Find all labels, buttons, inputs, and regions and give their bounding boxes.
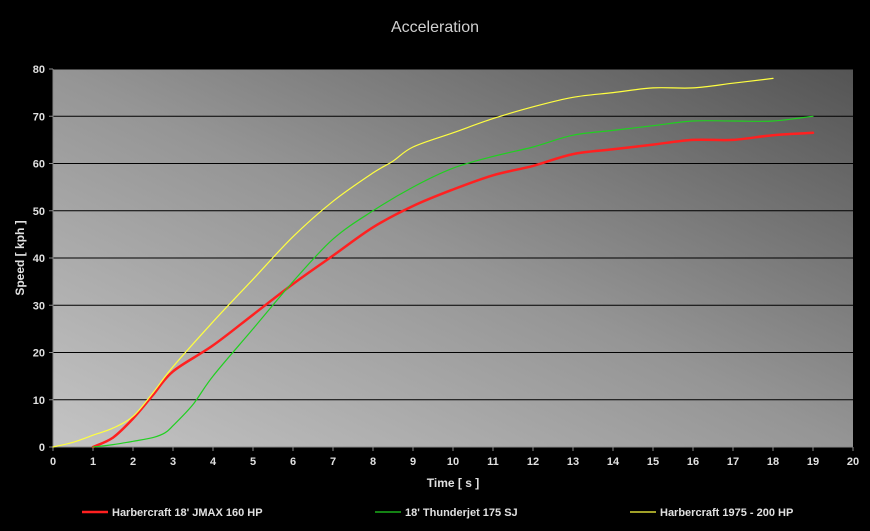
legend-label-3: Harbercraft 1975 - 200 HP <box>660 507 793 519</box>
x-tick-label: 17 <box>727 456 739 468</box>
series-line-2 <box>92 115 814 448</box>
series-line-3 <box>52 77 774 448</box>
y-axis-ticks: 0 10 20 30 40 50 60 70 80 <box>33 64 54 454</box>
x-tick-label: 2 <box>130 456 136 468</box>
x-tick-label: 15 <box>647 456 659 468</box>
x-tick-label: 19 <box>807 456 819 468</box>
x-tick-label: 10 <box>447 456 459 468</box>
x-tick-label: 18 <box>767 456 779 468</box>
chart-title: Acceleration <box>391 19 479 36</box>
x-axis-label: Time [ s ] <box>427 476 479 490</box>
y-tick-label: 30 <box>33 300 45 312</box>
legend-label-2: 18' Thunderjet 175 SJ <box>405 507 518 519</box>
x-tick-label: 12 <box>527 456 539 468</box>
y-tick-label: 10 <box>33 395 45 407</box>
x-tick-label: 16 <box>687 456 699 468</box>
gridlines <box>53 68 853 448</box>
x-tick-label: 0 <box>50 456 56 468</box>
y-tick-label: 70 <box>33 111 45 123</box>
legend-label-1: Harbercraft 18' JMAX 160 HP <box>112 507 263 519</box>
y-tick-label: 80 <box>33 64 45 76</box>
x-tick-label: 5 <box>250 456 256 468</box>
x-tick-label: 8 <box>370 456 376 468</box>
x-tick-label: 1 <box>90 456 96 468</box>
x-tick-label: 11 <box>487 456 499 468</box>
y-tick-label: 40 <box>33 253 45 265</box>
series-line-1 <box>91 131 815 449</box>
y-tick-label: 50 <box>33 206 45 218</box>
x-tick-label: 13 <box>567 456 579 468</box>
x-tick-label: 14 <box>607 456 620 468</box>
x-tick-label: 3 <box>170 456 176 468</box>
y-tick-label: 20 <box>33 348 45 360</box>
legend: Harbercraft 18' JMAX 160 HP 18' Thunderje… <box>82 507 793 519</box>
x-axis-ticks: 0 1 2 3 4 5 6 7 8 9 10 11 12 13 14 15 16 17 18 19 20 <box>50 446 859 468</box>
y-axis-label: Speed [ kph ] <box>13 220 27 295</box>
series-layer <box>52 77 815 449</box>
y-tick-label: 60 <box>33 159 45 171</box>
x-tick-label: 4 <box>210 456 217 468</box>
x-tick-label: 6 <box>290 456 296 468</box>
y-tick-label: 0 <box>39 442 45 454</box>
x-tick-label: 9 <box>410 456 416 468</box>
x-tick-label: 7 <box>330 456 336 468</box>
x-tick-label: 20 <box>847 456 859 468</box>
